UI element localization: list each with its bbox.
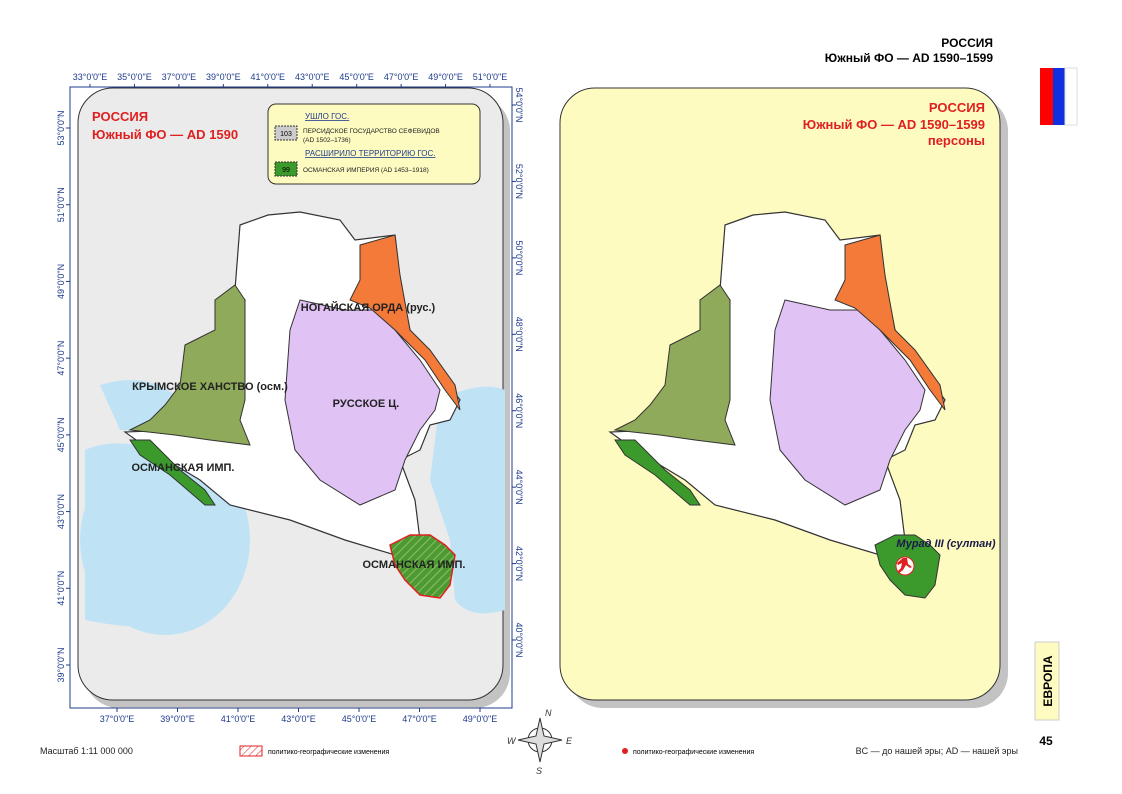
coord-label: 45°0'0"N — [56, 417, 66, 452]
compass-letter: N — [545, 708, 552, 718]
person-marker — [895, 556, 915, 576]
coord-label: 44°0'0"N — [514, 470, 524, 505]
coord-label: 33°0'0"E — [73, 72, 108, 82]
flag — [1040, 67, 1078, 126]
footer-note: BC — до нашей эры; AD — нашей эры — [856, 746, 1018, 756]
legend-item: ПЕРСИДСКОЕ ГОСУДАРСТВО СЕФЕВИДОВ — [303, 128, 440, 135]
region-label: НОГАЙСКАЯ ОРДА (рус.) — [301, 301, 436, 314]
legend-code: 103 — [280, 131, 292, 138]
side-tab-label: ЕВРОПА — [1041, 655, 1055, 706]
footer-legend: политико-географические изменения — [633, 749, 754, 756]
coord-label: 42°0'0"N — [514, 546, 524, 581]
coord-label: 40°0'0"N — [514, 622, 524, 657]
ottoman-gain — [389, 534, 456, 599]
nogai-horde — [349, 234, 461, 411]
header-title: РОССИЯ — [941, 36, 993, 50]
right-map-subtitle: персоны — [928, 133, 985, 148]
region-label: КРЫМСКОЕ ХАНСТВО (осм.) — [132, 381, 288, 393]
coord-label: 37°0'0"E — [100, 714, 135, 724]
scale: Масштаб 1:11 000 000 — [40, 746, 133, 756]
coord-label: 49°0'0"N — [56, 264, 66, 299]
compass-letter: W — [507, 736, 517, 746]
compass-letter: E — [566, 736, 573, 746]
crimean-khanate — [128, 284, 251, 446]
right-map: Мурад III (султан) РОССИЯ Южный ФО — AD … — [559, 87, 1008, 708]
legend: УШЛО ГОС. 103 ПЕРСИДСКОЕ ГОСУДАРСТВО СЕФ… — [267, 103, 481, 185]
coord-label: 51°0'0"N — [56, 187, 66, 222]
legend-heading: РАСШИРИЛО ТЕРРИТОРИЮ ГОС. — [305, 149, 436, 158]
coord-label: 47°0'0"E — [384, 72, 419, 82]
dot-swatch — [622, 748, 628, 754]
coord-label: 47°0'0"N — [56, 341, 66, 376]
page-number: 45 — [1039, 734, 1053, 748]
coord-label: 45°0'0"E — [342, 714, 377, 724]
coord-label: 39°0'0"E — [160, 714, 195, 724]
ottoman-strip — [129, 439, 216, 506]
left-map-title: РОССИЯ — [92, 109, 148, 124]
region-label: РУССКОЕ Ц. — [333, 398, 400, 410]
coord-label: 47°0'0"E — [402, 714, 437, 724]
region-label: ОСМАНСКАЯ ИМП. — [362, 559, 465, 571]
coord-label: 43°0'0"N — [56, 494, 66, 529]
coord-label: 41°0'0"E — [221, 714, 256, 724]
coord-label: 37°0'0"E — [162, 72, 197, 82]
coord-label: 41°0'0"N — [56, 571, 66, 606]
coord-label: 52°0'0"N — [514, 164, 524, 199]
coord-label: 35°0'0"E — [117, 72, 152, 82]
left-map-subtitle: Южный ФО — AD 1590 — [92, 127, 238, 142]
legend-heading: УШЛО ГОС. — [305, 112, 349, 121]
right-map-subtitle: Южный ФО — AD 1590–1599 — [803, 117, 985, 132]
side-tab — [1034, 641, 1060, 721]
right-map-title: РОССИЯ — [929, 100, 985, 115]
region-label: ОСМАНСКАЯ ИМП. — [131, 462, 234, 474]
coord-label: 46°0'0"N — [514, 393, 524, 428]
legend-item: ОСМАНСКАЯ ИМПЕРИЯ (AD 1453–1918) — [303, 167, 429, 174]
coord-label: 48°0'0"N — [514, 317, 524, 352]
coord-label: 53°0'0"N — [56, 110, 66, 145]
left-map: РОССИЯ Южный ФО — AD 1590 УШЛО ГОС. 103 … — [69, 86, 513, 709]
coord-label: 51°0'0"E — [473, 72, 508, 82]
coord-label: 41°0'0"E — [251, 72, 286, 82]
coord-label: 43°0'0"E — [281, 714, 316, 724]
footer-legend: политико-географические изменения — [268, 749, 389, 756]
legend-period: (AD 1502–1736) — [303, 137, 351, 144]
coord-label: 45°0'0"E — [339, 72, 374, 82]
person-label: Мурад III (султан) — [896, 538, 995, 550]
coord-label: 49°0'0"E — [428, 72, 463, 82]
coord-label: 54°0'0"N — [514, 87, 524, 122]
coord-label: 39°0'0"E — [206, 72, 241, 82]
compass-letter: S — [536, 766, 542, 776]
compass: N W E S — [507, 708, 573, 776]
coord-label: 39°0'0"N — [56, 647, 66, 682]
hatch-swatch — [239, 745, 263, 757]
coord-label: 49°0'0"E — [463, 714, 498, 724]
header-subtitle: Южный ФО — AD 1590–1599 — [825, 51, 994, 65]
caspian-sea — [430, 386, 505, 614]
legend-code: 99 — [282, 167, 290, 174]
coord-label: 43°0'0"E — [295, 72, 330, 82]
coord-label: 50°0'0"N — [514, 240, 524, 275]
